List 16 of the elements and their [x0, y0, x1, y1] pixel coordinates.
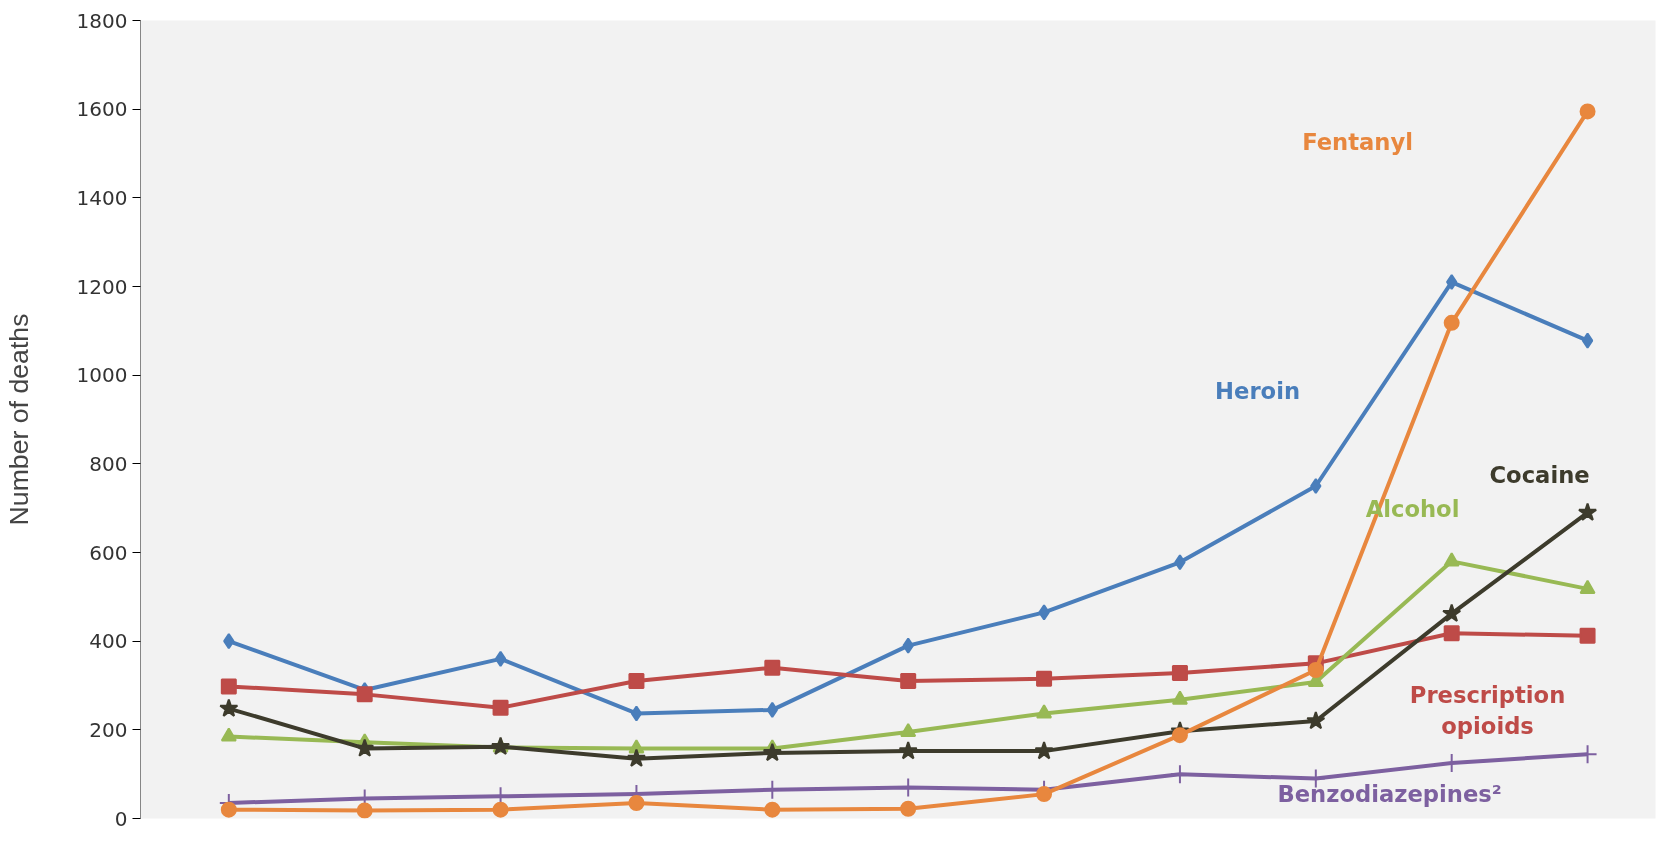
y-tick-label: 200	[89, 717, 128, 742]
text: Heroin	[1215, 377, 1301, 404]
y-tick-label: 1200	[76, 274, 128, 299]
y-tick-label: 600	[89, 540, 128, 565]
y-tick-label: 800	[89, 451, 128, 476]
series-label: Benzodiazepines²	[1277, 781, 1502, 808]
y-tick-label: 1000	[76, 363, 128, 388]
series-label: Cocaine	[1489, 461, 1590, 488]
y-tick-label: 1800	[76, 8, 128, 33]
y-tick-label: 400	[89, 629, 128, 654]
series-label: Prescription opioids	[1409, 682, 1566, 740]
y-tick-label: 0	[114, 806, 128, 831]
text: Fentanyl	[1302, 129, 1413, 156]
y-tick-label: 1600	[76, 97, 128, 122]
y-tick-label: 1400	[76, 185, 128, 210]
y-axis-title: Number of deaths	[3, 313, 34, 526]
